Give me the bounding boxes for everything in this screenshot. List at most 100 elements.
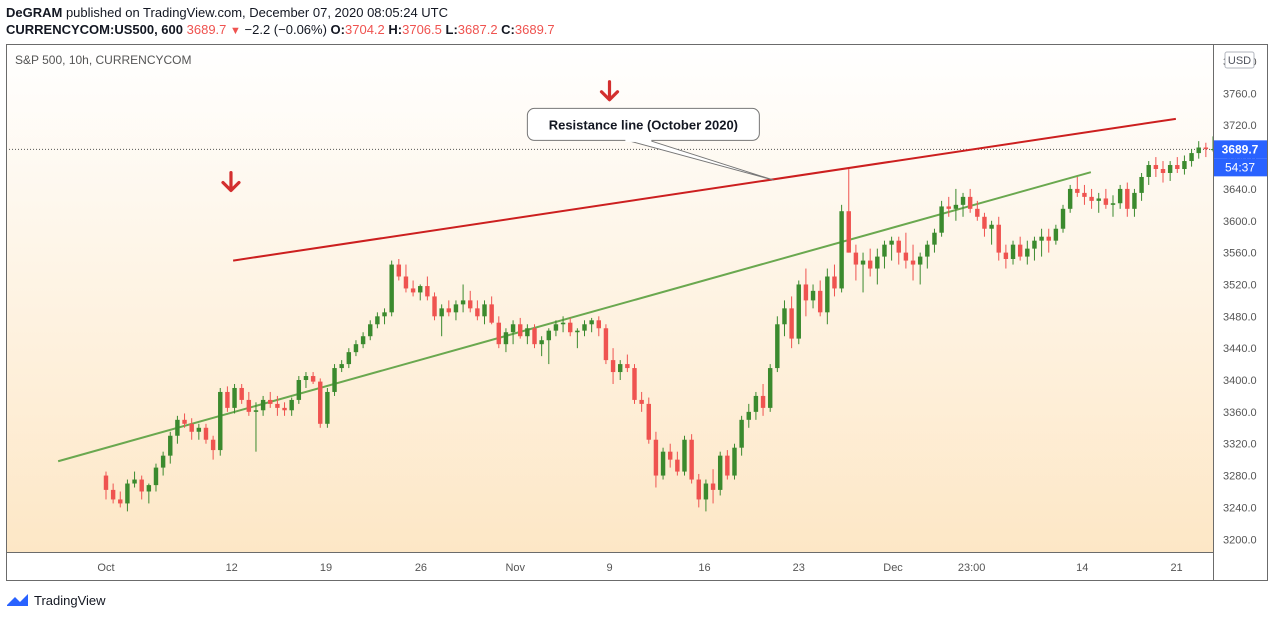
- candle-body: [475, 308, 480, 317]
- low-value: 3687.2: [457, 22, 498, 37]
- candle-body: [817, 290, 823, 313]
- close-label: C:: [501, 22, 515, 37]
- resistance-trendline[interactable]: [232, 117, 1177, 262]
- candle-body: [810, 290, 816, 301]
- candle-body: [410, 288, 416, 293]
- chart-svg[interactable]: Resistance line (October 2020) 3200.0 324…: [6, 5, 1268, 581]
- candle-body: [139, 479, 144, 492]
- countdown-badge-text: 54:37: [1225, 160, 1255, 174]
- x-tick-label: Oct: [97, 562, 114, 574]
- x-tick-label: 14: [1076, 562, 1088, 574]
- candle-body: [1203, 147, 1209, 150]
- candle-body: [325, 391, 330, 424]
- high-value: 3706.5: [402, 22, 442, 37]
- candle-body: [596, 320, 602, 329]
- candle-body: [1039, 236, 1044, 241]
- down-arrow-icon: [599, 80, 620, 102]
- candle-body: [853, 252, 859, 265]
- x-tick-label: 26: [415, 562, 427, 574]
- candle-body: [175, 419, 180, 436]
- candle-body: [610, 360, 616, 373]
- candle-body: [403, 276, 409, 289]
- candle-body: [953, 204, 959, 209]
- x-tick-label: 23:00: [958, 562, 986, 574]
- callout-text: Resistance line (October 2020): [549, 117, 738, 132]
- candle-body: [1025, 248, 1030, 257]
- candle-body: [146, 485, 152, 492]
- candle-body: [260, 399, 266, 411]
- candle-body: [782, 308, 787, 325]
- x-tick-label: 23: [793, 562, 805, 574]
- candle-body: [932, 232, 937, 245]
- candle-body: [675, 459, 680, 472]
- candle-body: [225, 391, 230, 408]
- y-tick-label: 3480.0: [1223, 311, 1257, 323]
- candle-body: [1132, 192, 1137, 209]
- y-tick-label: 3760.0: [1223, 88, 1257, 100]
- candle-body: [917, 256, 923, 265]
- candle-body: [110, 489, 116, 500]
- candle-body: [660, 451, 666, 476]
- ohlc-legend: CURRENCYCOM:US500, 600 3689.7 ▼ −2.2 (−0…: [6, 22, 555, 37]
- candle-body: [575, 330, 580, 333]
- candle-body: [282, 407, 287, 411]
- candle-body: [825, 276, 830, 313]
- candle-body: [489, 304, 494, 323]
- candle-body: [689, 439, 694, 480]
- support-trendline[interactable]: [57, 171, 1092, 463]
- candle-body: [518, 324, 523, 337]
- candle-body: [560, 322, 566, 325]
- candle-body: [982, 216, 987, 229]
- candle-body: [732, 447, 737, 476]
- candle-body: [767, 368, 773, 408]
- candle-body: [875, 256, 880, 269]
- candle-body: [160, 455, 166, 468]
- publish-info: DeGRAM published on TradingView.com, Dec…: [6, 5, 448, 20]
- candle-body: [1189, 153, 1194, 162]
- y-tick-label: 3520.0: [1223, 279, 1257, 291]
- candle-body: [360, 336, 366, 345]
- candle-body: [996, 224, 1001, 253]
- candle-body: [725, 455, 730, 476]
- candle-body: [1110, 203, 1116, 205]
- author-name[interactable]: DeGRAM: [6, 5, 63, 20]
- candle-body: [318, 381, 323, 424]
- candle-body: [1017, 244, 1023, 257]
- y-tick-label: 3600.0: [1223, 216, 1257, 228]
- y-tick-label: 3440.0: [1223, 343, 1257, 355]
- candle-body: [1125, 188, 1130, 209]
- callout-pointer: [627, 139, 774, 181]
- candle-body: [717, 455, 723, 490]
- candle-body: [389, 264, 394, 313]
- candle-body: [425, 286, 430, 297]
- candle-body: [503, 332, 509, 345]
- candle-body: [432, 296, 437, 317]
- candle-body: [1160, 169, 1166, 173]
- symbol-label[interactable]: CURRENCYCOM:US500, 600: [6, 22, 183, 37]
- currency-label: USD: [1228, 55, 1251, 67]
- candle-body: [189, 423, 194, 432]
- candle-body: [1060, 208, 1066, 229]
- callout-joint: [625, 138, 652, 142]
- price-change: −2.2 (−0.06%): [244, 22, 327, 37]
- candle-body: [168, 435, 173, 456]
- candle-body: [882, 244, 887, 257]
- candle-body: [789, 308, 794, 339]
- x-tick-label: Nov: [505, 562, 525, 574]
- candle-body: [346, 352, 352, 365]
- candle-body: [239, 387, 244, 400]
- candle-body: [967, 196, 973, 209]
- candle-body: [1053, 228, 1059, 241]
- candle-body: [460, 300, 466, 305]
- candle-body: [796, 284, 801, 339]
- candle-body: [510, 324, 516, 333]
- open-value: 3704.2: [345, 22, 385, 37]
- candle-body: [625, 364, 630, 369]
- footer-brand[interactable]: TradingView: [6, 591, 106, 609]
- chart-container[interactable]: Resistance line (October 2020) 3200.0 324…: [6, 5, 1268, 581]
- y-tick-label: 3240.0: [1223, 502, 1257, 514]
- candle-body: [1003, 252, 1009, 259]
- currency-button[interactable]: USD: [1224, 51, 1255, 69]
- x-tick-label: Dec: [883, 562, 903, 574]
- candle-body: [632, 368, 637, 400]
